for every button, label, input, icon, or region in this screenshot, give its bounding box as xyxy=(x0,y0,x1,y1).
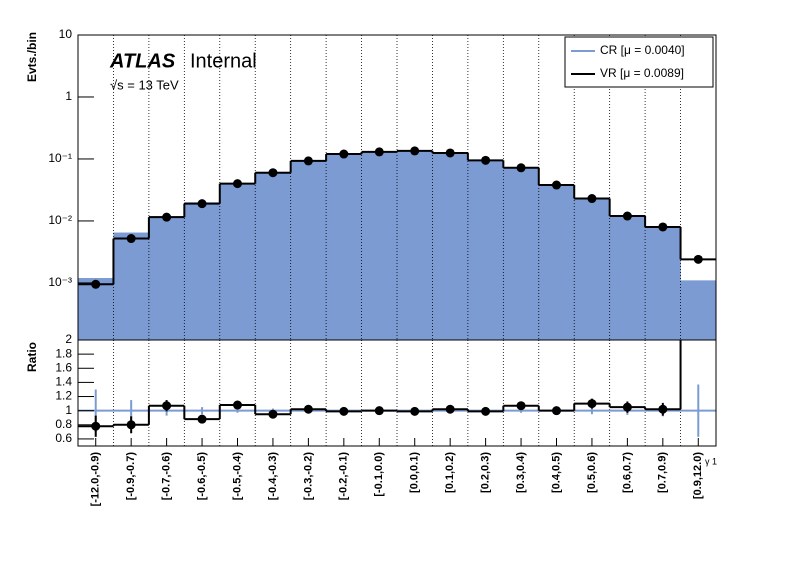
vr-point xyxy=(374,147,384,157)
vr-ratio-point xyxy=(410,406,420,416)
vr-point xyxy=(693,254,703,264)
y-tick-label: 0.8 xyxy=(55,417,72,431)
vr-point xyxy=(233,179,242,189)
vr-point xyxy=(197,199,207,209)
vr-ratio-point xyxy=(197,414,207,424)
cr-bar xyxy=(184,202,221,340)
legend-box xyxy=(564,36,714,88)
x-tick-label: [0.4,0.5) xyxy=(550,452,562,493)
vr-ratio-point xyxy=(481,406,491,416)
vr-point xyxy=(587,194,597,204)
x-tick-label: [-12.0,-0.9) xyxy=(90,452,102,507)
vr-ratio-point xyxy=(303,404,313,414)
x-tick-label: [-0.9,-0.7) xyxy=(125,452,137,501)
x-tick-label: [0.9,12.0) xyxy=(692,452,704,499)
cr-bar xyxy=(148,216,185,340)
legend: CR [μ = 0.0040] VR [μ = 0.0089] xyxy=(564,36,714,88)
vr-point xyxy=(162,212,172,222)
x-tick-label: [0.2,0.3) xyxy=(480,452,492,493)
x-tick-label: [0.0,0.1) xyxy=(409,452,421,493)
cr-bar xyxy=(326,154,362,340)
vr-point xyxy=(516,163,526,173)
vr-point xyxy=(410,146,420,156)
vr-ratio-point xyxy=(91,421,101,431)
vr-ratio-point xyxy=(658,404,668,414)
x-axis-title: γ 1 xyxy=(705,456,717,466)
vr-ratio-point xyxy=(233,400,242,410)
cr-bar xyxy=(574,198,610,340)
vr-point xyxy=(481,155,491,165)
cr-bar xyxy=(467,160,504,340)
cr-bar xyxy=(219,183,256,340)
cr-bar xyxy=(113,232,150,340)
vr-ratio-point xyxy=(516,401,526,411)
vr-ratio-point xyxy=(445,404,455,414)
vr-point xyxy=(126,234,136,244)
cr-bar xyxy=(680,280,717,340)
vr-ratio-point xyxy=(268,409,278,419)
ratio-axis-title: Ratio xyxy=(25,342,39,372)
cr-bar xyxy=(645,226,681,340)
y-tick-label: 1 xyxy=(65,89,72,103)
x-tick-label: [-0.1,0.0) xyxy=(373,452,385,497)
y-tick-label: 10 xyxy=(59,27,73,41)
vr-ratio-point xyxy=(162,401,172,411)
vr-ratio-point xyxy=(374,406,384,416)
y-tick-label: 0.6 xyxy=(55,431,72,445)
y-tick-label: 1 xyxy=(65,403,72,417)
y-tick-label: 1.4 xyxy=(55,375,72,389)
y-tick-label: 2 xyxy=(65,332,72,346)
x-tick-label: [-0.6,-0.5) xyxy=(196,452,208,501)
vr-point xyxy=(91,279,101,289)
legend-label: VR [μ = 0.0089] xyxy=(600,66,684,80)
y-axis-title: Evts./bin xyxy=(25,32,39,82)
vr-point xyxy=(622,211,632,221)
experiment: ATLAS xyxy=(109,50,176,72)
ratio-plot xyxy=(78,340,716,446)
cr-bar xyxy=(538,185,575,340)
x-tick-label: [-0.7,-0.6) xyxy=(161,452,173,501)
y-tick-label: 1.2 xyxy=(55,389,72,403)
x-tick-label: [0.1,0.2) xyxy=(444,452,456,493)
x-tick-label: [-0.5,-0.4) xyxy=(231,452,243,501)
vr-ratio-point xyxy=(587,399,597,409)
vr-ratio-point xyxy=(126,420,136,430)
vr-point xyxy=(552,180,561,190)
cr-bar xyxy=(503,167,540,340)
legend-label: CR [μ = 0.0040] xyxy=(600,43,685,57)
x-tick-label: [0.6,0.7) xyxy=(621,452,633,493)
y-tick-label: 10⁻³ xyxy=(48,275,72,289)
y-tick-label: 1.8 xyxy=(55,346,72,360)
cr-bar xyxy=(397,150,433,340)
vr-point xyxy=(658,222,668,232)
vr-ratio-point xyxy=(339,406,349,416)
y-tick-label: 10⁻¹ xyxy=(48,151,72,165)
energy: √s = 13 TeV xyxy=(110,77,179,92)
x-tick-label: [0.7,0.9) xyxy=(657,452,669,493)
vr-point xyxy=(303,156,313,166)
vr-point xyxy=(339,149,349,159)
y-tick-label: 1.6 xyxy=(55,360,72,374)
vr-point xyxy=(268,168,278,178)
x-tick-label: [-0.2,-0.1) xyxy=(338,452,350,501)
status: Internal xyxy=(190,50,257,72)
x-tick-label: [0.5,0.6) xyxy=(586,452,598,493)
cr-bar xyxy=(361,151,398,340)
x-tick-label: [0.3,0.4) xyxy=(515,452,527,493)
cr-bar xyxy=(609,216,646,340)
cr-bar xyxy=(432,152,469,340)
cr-bar xyxy=(255,171,291,340)
vr-ratio-point xyxy=(552,406,561,416)
cr-bar xyxy=(290,160,327,340)
x-tick-label: [-0.3,-0.2) xyxy=(302,452,314,501)
x-tick-label: [-0.4,-0.3) xyxy=(267,452,279,501)
frame xyxy=(77,339,717,447)
y-tick-label: 10⁻² xyxy=(48,213,72,227)
vr-ratio-point xyxy=(622,402,632,412)
vr-point xyxy=(445,148,455,158)
